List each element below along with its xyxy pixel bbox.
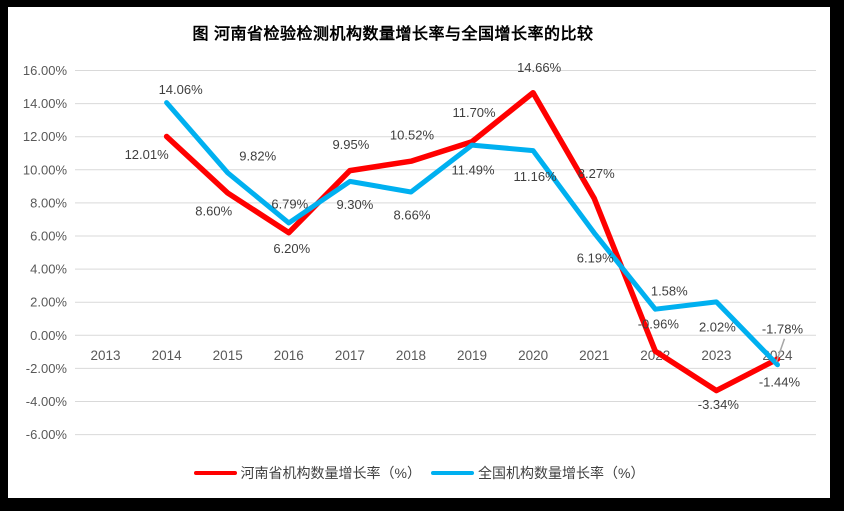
national-data-label: 8.66% (394, 207, 431, 222)
henan-data-label: 14.66% (517, 60, 562, 75)
national-data-label: 9.82% (239, 148, 276, 163)
y-tick-label: -6.00% (26, 427, 68, 442)
henan-data-label: 9.95% (332, 137, 369, 152)
national-data-label: 6.79% (271, 196, 308, 211)
national-data-label: 2.02% (699, 319, 736, 334)
x-tick-label: 2016 (274, 348, 304, 363)
chart-plot: 16.00% 14.00% 12.00% 10.00% 8.00% 6.00% 4.00% 2… (23, 60, 816, 442)
x-tick-label: 2013 (91, 348, 121, 363)
y-tick-label: 16.00% (23, 63, 68, 78)
national-data-label: 9.30% (336, 197, 373, 212)
henan-data-label: 8.27% (578, 166, 615, 181)
y-tick-label: 2.00% (30, 295, 67, 310)
henan-data-label: -1.44% (759, 375, 801, 390)
legend-item-henan: 河南省机构数量增长率（%） (193, 463, 421, 483)
chart-title: 图 河南省检验检测机构数量增长率与全国增长率的比较 (192, 26, 594, 43)
national-data-label: 1.58% (651, 284, 688, 299)
x-tick-label: 2020 (518, 348, 548, 363)
legend-label: 河南省机构数量增长率（%） (240, 465, 421, 481)
henan-data-label: 12.01% (125, 147, 170, 162)
legend-line-swatch (193, 470, 237, 476)
national-data-label: 6.19% (577, 250, 614, 265)
x-tick-label: 2023 (701, 348, 731, 363)
henan-data-label: -0.96% (638, 317, 680, 332)
henan-data-label: 10.52% (390, 128, 435, 143)
national-data-label: -1.78% (762, 321, 804, 336)
x-tick-label: 2015 (213, 348, 243, 363)
y-tick-label: 12.00% (23, 129, 68, 144)
henan-data-label: 11.70% (452, 105, 496, 120)
national-data-label: 11.16% (514, 169, 558, 184)
henan-data-label: 6.20% (273, 241, 310, 256)
x-tick-label: 2019 (457, 348, 487, 363)
y-tick-label: 6.00% (30, 229, 67, 244)
y-tick-label: 14.00% (23, 96, 68, 111)
national-data-label: 14.06% (159, 82, 204, 97)
x-tick-label: 2017 (335, 348, 365, 363)
y-tick-label: 8.00% (30, 195, 67, 210)
y-tick-label: 10.00% (23, 162, 68, 177)
x-tick-label: 2018 (396, 348, 426, 363)
x-tick-label: 2014 (152, 348, 183, 363)
y-tick-label: -2.00% (26, 361, 68, 376)
national-series-line (164, 100, 780, 368)
chart-legend: 河南省机构数量增长率（%） 全国机构数量增长率（%） (8, 462, 830, 484)
henan-data-label: 8.60% (195, 203, 232, 218)
x-tick-label: 2021 (579, 348, 609, 363)
chart-canvas: 图 河南省检验检测机构数量增长率与全国增长率的比较 16.00% 14.00% 12… (8, 7, 830, 498)
henan-series-line (163, 89, 781, 394)
y-tick-label: -4.00% (26, 394, 68, 409)
legend-line-swatch (431, 470, 474, 476)
legend-item-national: 全国机构数量增长率（%） (431, 463, 644, 483)
henan-data-label: -3.34% (698, 397, 740, 412)
y-tick-label: 4.00% (30, 262, 67, 277)
legend-label: 全国机构数量增长率（%） (478, 465, 645, 481)
national-data-label: 11.49% (451, 163, 495, 178)
label-leader-line (775, 338, 786, 363)
y-tick-label: 0.00% (30, 328, 67, 343)
